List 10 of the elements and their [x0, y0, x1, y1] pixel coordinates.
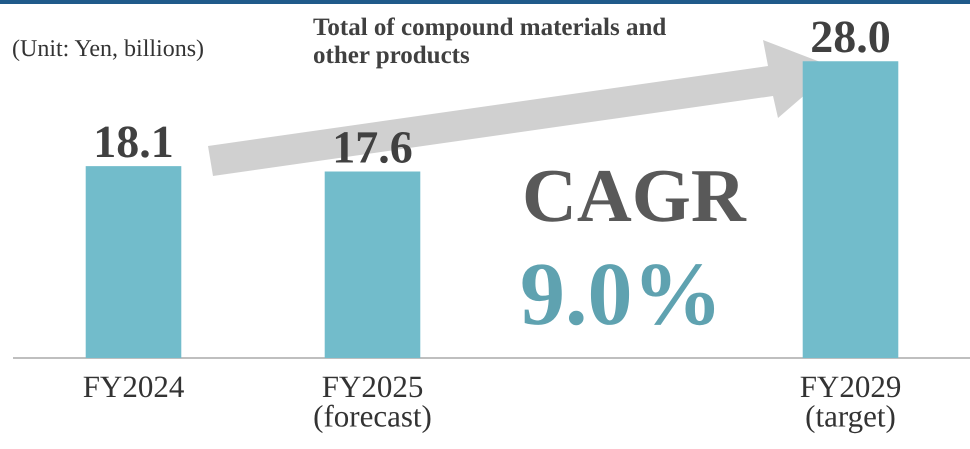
annotation: Total of compound materials and other products [313, 14, 668, 69]
data-label: 28.0 [810, 11, 891, 62]
data-label: 17.6 [332, 121, 413, 172]
annotation: (Unit: Yen, billions) [12, 36, 204, 62]
annotation: 9.0% [520, 245, 722, 344]
data-label: 18.1 [93, 116, 174, 168]
x-tick-label: FY2025 (forecast) [313, 368, 432, 434]
x-tick-label: FY2029 (target) [800, 368, 902, 434]
annotation: CAGR [522, 154, 746, 239]
x-tick-label: FY2024 [82, 368, 185, 404]
